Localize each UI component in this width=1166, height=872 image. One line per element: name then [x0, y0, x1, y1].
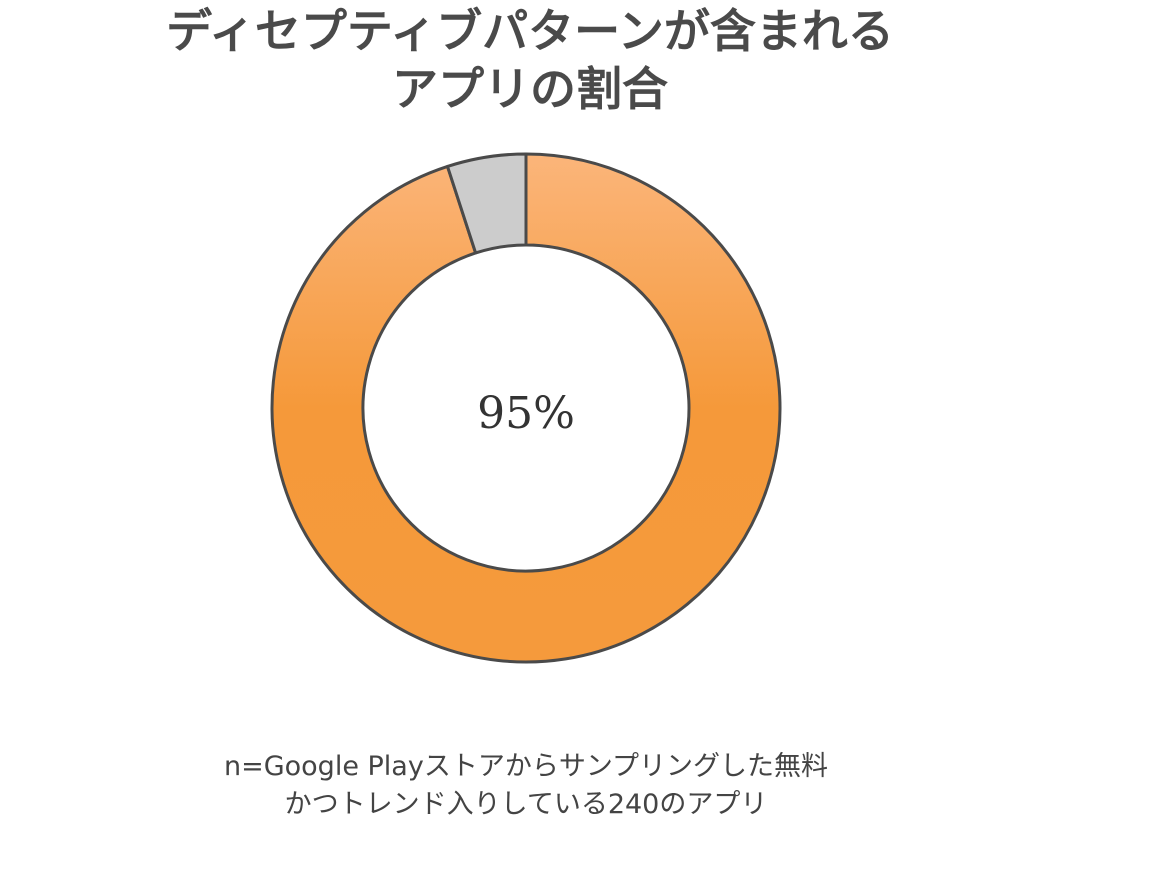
donut-slices [270, 152, 782, 664]
chart-title-line-2: アプリの割合 [392, 62, 668, 116]
sample-note: n=Google Playストアからサンプリングした無料 かつトレンド入りしてい… [0, 748, 1052, 824]
donut-slice-1 [270, 152, 782, 664]
chart-title-line-1: ディセプティブパターンが含まれる [166, 4, 894, 58]
sample-note-line-2: かつトレンド入りしている240のアプリ [284, 789, 768, 820]
center-percentage-label: 95% [477, 388, 575, 439]
sample-note-line-1: n=Google Playストアからサンプリングした無料 [223, 751, 829, 782]
chart-title: ディセプティブパターンが含まれる アプリの割合 [0, 2, 1060, 118]
donut-slice-2 [446, 152, 528, 255]
